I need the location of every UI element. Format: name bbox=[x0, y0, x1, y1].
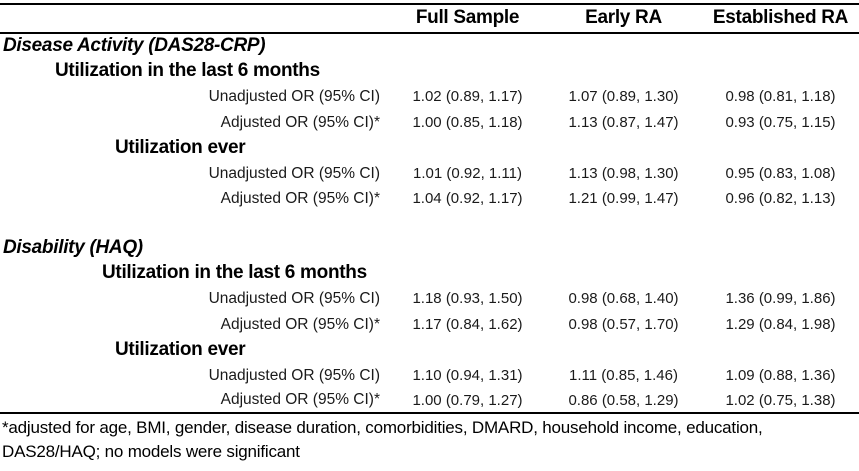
or-value-established-ra: 0.98 (0.81, 1.18) bbox=[725, 88, 836, 105]
or-value-early-ra: 1.11 (0.85, 1.46) bbox=[569, 367, 678, 384]
or-value-established-ra: 1.09 (0.88, 1.36) bbox=[725, 367, 836, 384]
group-label-row: Utilization ever bbox=[0, 135, 859, 161]
header-full-sample: Full Sample bbox=[390, 4, 545, 34]
table-row: Unadjusted OR (95% CI) 1.02 (0.89, 1.17)… bbox=[0, 83, 859, 110]
table-row: Adjusted OR (95% CI)* 1.04 (0.92, 1.17) … bbox=[0, 186, 859, 211]
row-label-adjusted: Adjusted OR (95% CI)* bbox=[220, 315, 380, 333]
header-early-ra: Early RA bbox=[545, 4, 702, 34]
row-label-unadjusted: Unadjusted OR (95% CI) bbox=[208, 289, 380, 307]
table-row: Unadjusted OR (95% CI) 1.01 (0.92, 1.11)… bbox=[0, 161, 859, 186]
or-value-full-sample: 1.00 (0.79, 1.27) bbox=[390, 388, 545, 414]
section-title-disability: Disability (HAQ) bbox=[3, 236, 143, 258]
or-value-early-ra: 1.07 (0.89, 1.30) bbox=[568, 88, 679, 105]
footnote-line-2: DAS28/HAQ; no models were significant bbox=[2, 442, 300, 461]
row-label-unadjusted: Unadjusted OR (95% CI) bbox=[208, 366, 380, 384]
or-value-established-ra: 0.96 (0.82, 1.13) bbox=[725, 190, 836, 207]
or-value-full-sample: 1.18 (0.93, 1.50) bbox=[412, 290, 523, 307]
or-value-early-ra: 1.13 (0.98, 1.30) bbox=[568, 165, 679, 182]
section-title-row: Disability (HAQ) bbox=[0, 235, 859, 260]
or-value-established-ra: 0.93 (0.75, 1.15) bbox=[725, 114, 836, 131]
row-label-unadjusted: Unadjusted OR (95% CI) bbox=[208, 87, 380, 105]
or-value-established-ra: 1.36 (0.99, 1.86) bbox=[725, 290, 836, 307]
or-value-full-sample: 1.04 (0.92, 1.17) bbox=[412, 190, 523, 207]
table-row: Unadjusted OR (95% CI) 1.10 (0.94, 1.31)… bbox=[0, 363, 859, 388]
group-label-utilization-ever: Utilization ever bbox=[115, 339, 246, 360]
section-spacer-row bbox=[0, 211, 859, 235]
table-row: Unadjusted OR (95% CI) 1.18 (0.93, 1.50)… bbox=[0, 285, 859, 312]
row-label-adjusted: Adjusted OR (95% CI)* bbox=[220, 113, 380, 131]
row-label-adjusted: Adjusted OR (95% CI)* bbox=[220, 189, 380, 207]
table-row: Adjusted OR (95% CI)* 1.00 (0.79, 1.27) … bbox=[0, 388, 859, 414]
section-title-row: Disease Activity (DAS28-CRP) bbox=[0, 33, 859, 58]
group-label-utilization-6-months: Utilization in the last 6 months bbox=[55, 59, 320, 81]
table-row: Adjusted OR (95% CI)* 1.00 (0.85, 1.18) … bbox=[0, 110, 859, 135]
or-value-full-sample: 1.17 (0.84, 1.62) bbox=[412, 316, 523, 333]
or-value-full-sample: 1.00 (0.85, 1.18) bbox=[412, 114, 523, 131]
or-value-early-ra: 0.98 (0.57, 1.70) bbox=[568, 316, 679, 333]
or-value-early-ra: 0.86 (0.58, 1.29) bbox=[545, 388, 702, 414]
or-value-full-sample: 1.10 (0.94, 1.31) bbox=[412, 367, 523, 384]
or-value-full-sample: 1.01 (0.92, 1.11) bbox=[413, 165, 522, 182]
group-label-row: Utilization in the last 6 months bbox=[0, 58, 859, 83]
or-value-full-sample: 1.02 (0.89, 1.17) bbox=[412, 88, 523, 105]
group-label-utilization-6-months: Utilization in the last 6 months bbox=[102, 261, 367, 283]
group-label-utilization-ever: Utilization ever bbox=[115, 137, 246, 158]
or-value-established-ra: 0.95 (0.83, 1.08) bbox=[725, 165, 836, 182]
header-established-ra: Established RA bbox=[702, 4, 859, 34]
row-label-unadjusted: Unadjusted OR (95% CI) bbox=[208, 164, 380, 182]
section-title-disease-activity: Disease Activity (DAS28-CRP) bbox=[3, 35, 266, 56]
header-empty-cell bbox=[0, 4, 390, 34]
or-value-established-ra: 1.02 (0.75, 1.38) bbox=[702, 388, 859, 414]
or-value-early-ra: 0.98 (0.68, 1.40) bbox=[568, 290, 679, 307]
odds-ratio-table: Full Sample Early RA Established RA Dise… bbox=[0, 3, 859, 414]
header-row: Full Sample Early RA Established RA bbox=[0, 4, 859, 34]
table-row: Adjusted OR (95% CI)* 1.17 (0.84, 1.62) … bbox=[0, 312, 859, 337]
or-value-early-ra: 1.21 (0.99, 1.47) bbox=[568, 190, 679, 207]
group-label-row: Utilization in the last 6 months bbox=[0, 260, 859, 285]
or-value-early-ra: 1.13 (0.87, 1.47) bbox=[568, 114, 679, 131]
table-footnote: *adjusted for age, BMI, gender, disease … bbox=[0, 414, 859, 464]
footnote-line-1: *adjusted for age, BMI, gender, disease … bbox=[2, 418, 763, 437]
group-label-row: Utilization ever bbox=[0, 337, 859, 363]
or-value-established-ra: 1.29 (0.84, 1.98) bbox=[725, 316, 836, 333]
row-label-adjusted: Adjusted OR (95% CI)* bbox=[0, 388, 390, 414]
